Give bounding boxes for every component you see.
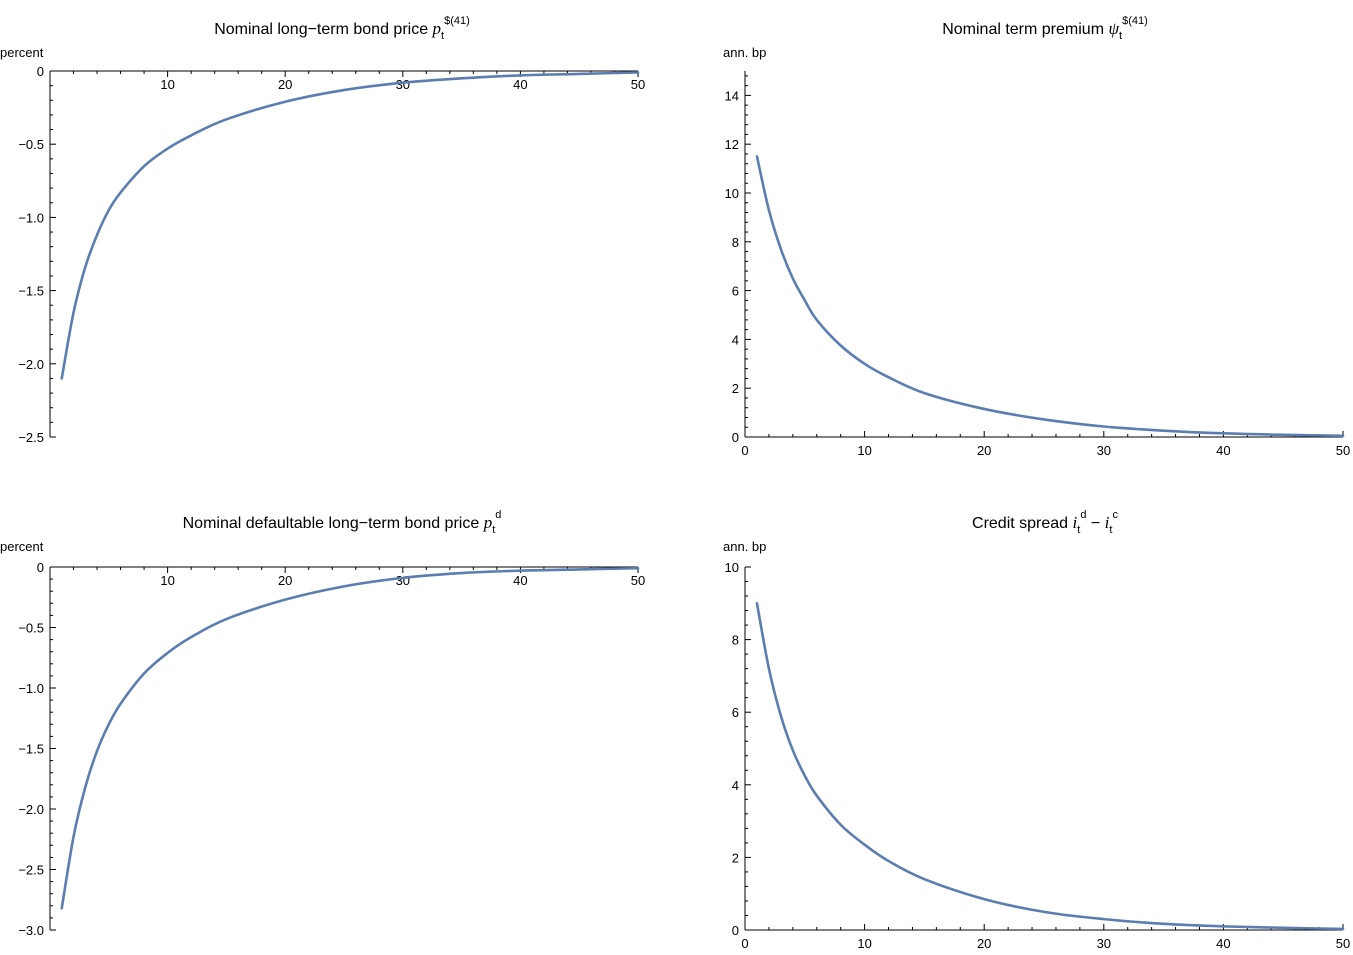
series-line — [755, 602, 1345, 931]
y-tick-label: −1.0 — [18, 210, 44, 225]
y-tick-label: −3.0 — [18, 923, 44, 938]
y-tick-label: 10 — [725, 560, 739, 575]
y-tick-label: 8 — [732, 235, 739, 250]
x-tick-label: 0 — [741, 936, 748, 951]
y-tick-label: 10 — [725, 186, 739, 201]
x-tick-label: 40 — [1216, 443, 1230, 458]
y-tick-label: 12 — [725, 137, 739, 152]
y-tick-label: 6 — [732, 284, 739, 299]
x-tick-label: 40 — [513, 573, 527, 588]
x-tick-label: 20 — [977, 443, 991, 458]
panel-defaultable-bond-price: Nominal defaultable long−term bond price… — [0, 509, 645, 938]
y-tick-label: 8 — [732, 633, 739, 648]
panel-1-plot: 10 20 30 40 50 0 −0.5 −1.0 −1.5 −2.0 −2.5 — [18, 64, 645, 445]
x-tick-label: 0 — [741, 443, 748, 458]
x-tick-label: 20 — [977, 936, 991, 951]
x-tick-label: 10 — [160, 77, 174, 92]
panel-bond-price: Nominal long−term bond price pt$(41) per… — [0, 15, 645, 445]
y-tick-label: −0.5 — [18, 621, 44, 636]
panel-3-title: Nominal defaultable long−term bond price… — [183, 509, 502, 536]
series-line — [60, 71, 640, 380]
y-tick-label: −1.5 — [18, 742, 44, 757]
x-tick-label: 50 — [1336, 443, 1350, 458]
panel-3-plot: 10 20 30 40 50 0 −0.5 −1.0 −1.5 −2.0 −2.5 −3.0 — [18, 560, 645, 938]
x-tick-label: 10 — [857, 443, 871, 458]
y-tick-label: −2.5 — [18, 863, 44, 878]
panel-3-ylabel: percent — [0, 539, 44, 554]
y-tick-label: 6 — [732, 705, 739, 720]
x-tick-label: 50 — [1336, 936, 1350, 951]
y-tick-label: −2.0 — [18, 357, 44, 372]
x-tick-label: 30 — [1097, 936, 1111, 951]
y-tick-label: 4 — [732, 332, 739, 347]
panel-4-title: Credit spread itd − itc — [972, 509, 1118, 536]
panel-1-ylabel: percent — [0, 45, 44, 60]
y-tick-label: 0 — [37, 560, 44, 575]
x-tick-label: 20 — [278, 77, 292, 92]
y-tick-label: 4 — [732, 778, 739, 793]
y-tick-label: 0 — [732, 430, 739, 445]
x-tick-label: 50 — [631, 77, 645, 92]
y-tick-label: −1.0 — [18, 681, 44, 696]
x-tick-label: 30 — [1097, 443, 1111, 458]
y-tick-label: −0.5 — [18, 137, 44, 152]
panel-1-title: Nominal long−term bond price pt$(41) — [214, 15, 470, 42]
series-line — [60, 566, 640, 910]
panel-2-ylabel: ann. bp — [723, 45, 766, 60]
y-tick-label: 0 — [37, 64, 44, 79]
x-tick-label: 10 — [857, 936, 871, 951]
x-tick-label: 10 — [160, 573, 174, 588]
y-tick-label: 2 — [732, 381, 739, 396]
panel-2-plot: 0 10 20 30 40 50 0 2 4 6 8 10 12 14 — [725, 71, 1350, 458]
y-tick-label: 2 — [732, 850, 739, 865]
panel-term-premium: Nominal term premium ψt$(41) ann. bp 0 10… — [723, 15, 1350, 458]
panel-4-ylabel: ann. bp — [723, 539, 766, 554]
y-tick-label: 0 — [732, 923, 739, 938]
panel-4-plot: 0 10 20 30 40 50 0 2 4 6 8 10 — [725, 560, 1351, 951]
series-line — [755, 155, 1345, 438]
x-tick-label: 40 — [513, 77, 527, 92]
x-tick-label: 50 — [631, 573, 645, 588]
y-tick-label: −2.0 — [18, 802, 44, 817]
x-tick-label: 30 — [396, 77, 410, 92]
y-tick-label: −1.5 — [18, 284, 44, 299]
x-tick-label: 20 — [278, 573, 292, 588]
x-tick-label: 40 — [1216, 936, 1230, 951]
x-tick-label: 30 — [396, 573, 410, 588]
panel-2-title: Nominal term premium ψt$(41) — [942, 15, 1148, 42]
panel-credit-spread: Credit spread itd − itc ann. bp 0 10 20 30 4… — [723, 509, 1350, 951]
y-tick-label: −2.5 — [18, 430, 44, 445]
y-tick-label: 14 — [725, 88, 739, 103]
